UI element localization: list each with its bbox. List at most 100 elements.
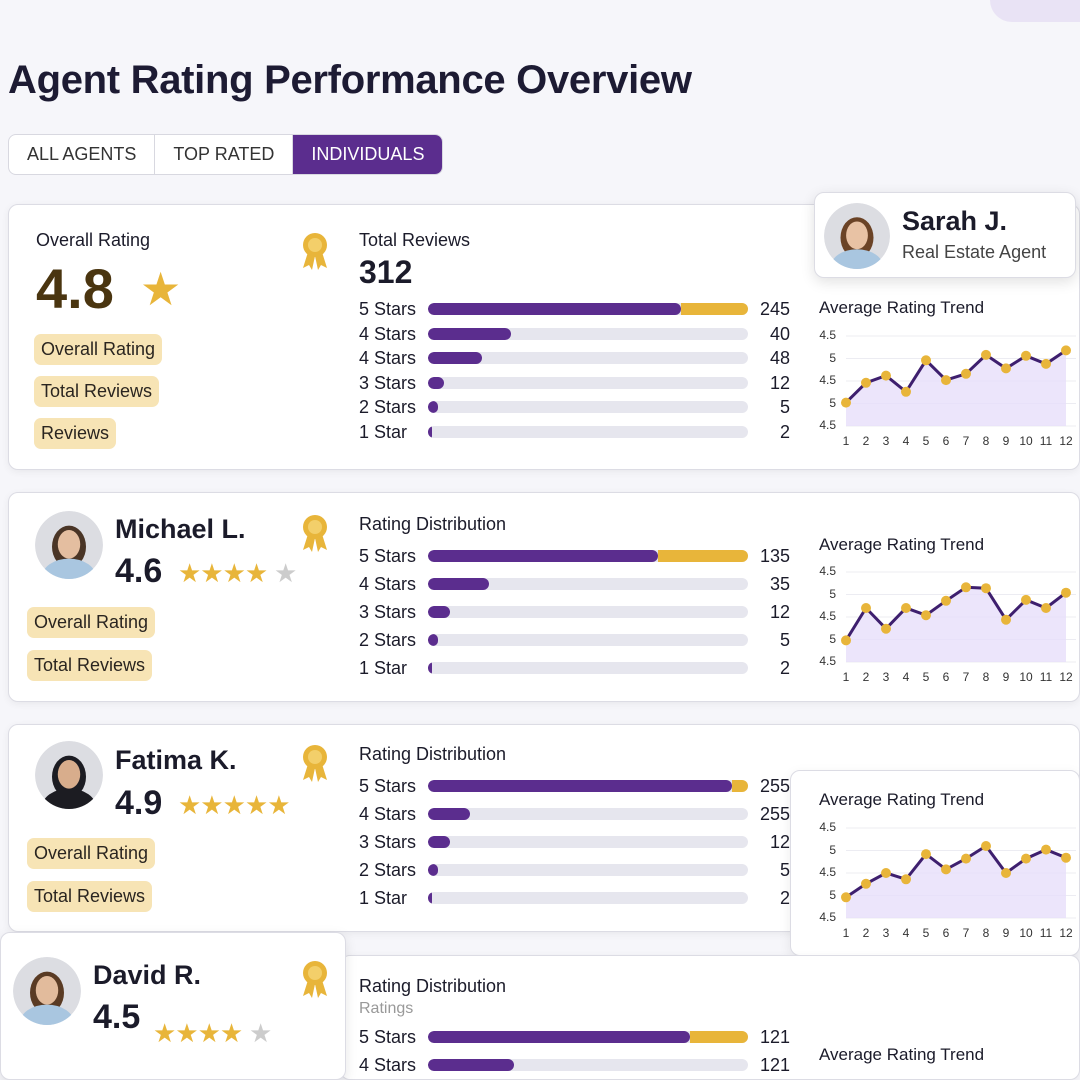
bar-fill [428,808,470,820]
trend-point [1021,594,1031,605]
tab-individuals[interactable]: INDIVIDUALS [293,135,443,174]
bar-fill-gold [658,550,748,562]
trend-point [981,841,991,851]
medal-inner [308,238,322,252]
tab-top-rated[interactable]: TOP RATED [155,135,294,174]
ribbon [303,980,327,998]
metric-chip[interactable]: Total Reviews [27,650,153,681]
rating-stars: ★★★★★ [178,790,291,820]
trend-point [921,849,931,860]
bar-count: 121 [759,1027,790,1047]
metric-chip[interactable]: Overall Rating [27,607,156,638]
x-tick-label: 4 [902,926,910,940]
distribution-title: Rating Distribution [359,514,507,534]
bar-count: 2 [779,421,790,442]
overall-rating-value: 4.8 [36,257,114,320]
bar-count: 12 [769,832,790,852]
total-reviews-value: 312 [359,254,413,290]
bar-label: 2 Stars [359,630,417,650]
agent-name: Michael L. [115,514,246,544]
bar-count: 255 [759,776,790,796]
x-tick-label: 6 [942,926,950,940]
bar-fill [428,352,483,364]
ribbon [303,252,327,270]
tab-bar: ALL AGENTS TOP RATED INDIVIDUALS [8,134,444,175]
y-tick-label: 4.5 [819,373,836,387]
bar-fill [428,401,438,413]
agent-name: David R. [93,960,202,990]
bar-fill-gold [732,780,748,792]
distribution-title: Rating Distribution [359,976,507,996]
y-tick-label: 5 [829,887,836,902]
star-icon: ★ [140,263,181,315]
trend-point [881,868,891,878]
x-tick-label: 7 [962,434,970,448]
metric-chip[interactable]: Total Reviews [34,376,160,407]
rating-bar [428,892,748,904]
rating-bar [428,1031,748,1043]
avatar-body [41,558,97,579]
metric-chip[interactable]: Overall Rating [27,838,156,869]
tab-all-agents[interactable]: ALL AGENTS [9,135,156,174]
bar-label: 3 Stars [359,372,417,393]
bar-count: 255 [759,804,790,824]
distribution-subtitle: Ratings [359,1000,414,1017]
rating-bar [428,352,748,364]
trend-title: Average Rating Trend [819,298,985,317]
x-tick-label: 4 [902,670,910,684]
y-tick-label: 5 [829,631,836,646]
rating-bar [428,376,748,389]
metric-chip[interactable]: Reviews [34,418,117,449]
bar-count: 5 [779,630,790,650]
trend-point [861,377,871,388]
avatar-face [35,976,59,1005]
avatar-body [41,788,97,809]
bar-count: 135 [759,546,790,566]
agent-rating: 4.6 [115,552,163,590]
trend-chart [841,335,1076,427]
award-ribbon-icon [303,961,327,998]
bar-fill [428,780,732,792]
trend-title: Average Rating Trend [819,535,985,554]
y-tick-label: 5 [829,350,836,365]
bar-count: 12 [769,372,790,393]
rating-stars: ★★★★ [153,1018,243,1048]
bar-label: 1 Star [359,421,408,442]
page-title: Agent Rating Performance Overview [8,58,692,102]
x-tick-label: 9 [1002,434,1010,448]
rating-bar [428,634,748,646]
overall-rating-header: Overall Rating [36,230,151,250]
trend-point [921,610,931,621]
bar-fill [428,864,438,876]
bar-label: 5 Stars [359,299,417,319]
trend-chart [841,827,1076,919]
x-tick-label: 1 [842,670,850,684]
rating-bar [428,662,748,674]
y-tick-label: 4.5 [819,820,836,834]
trend-point [901,386,911,397]
trend-point [901,874,911,885]
bar-fill [428,327,512,340]
trend-point [961,368,971,379]
x-tick-label: 8 [982,926,990,940]
trend-point [1041,358,1051,369]
rating-bar [428,303,748,315]
rating-bar [428,808,748,820]
trend-point [861,603,871,613]
bar-label: 4 Stars [359,804,417,824]
x-tick-label: 7 [962,926,970,940]
x-tick-label: 11 [1039,926,1053,940]
bar-label: 2 Stars [359,397,417,417]
popup-name: Sarah J. [902,206,1008,236]
avatar-face [57,530,81,559]
metric-chip[interactable]: Total Reviews [27,881,153,912]
metric-chip[interactable]: Overall Rating [34,334,163,365]
medal-inner [308,520,322,534]
trend-title: Average Rating Trend [819,1045,985,1064]
x-tick-label: 9 [1002,670,1010,684]
bar-fill [428,376,444,389]
x-tick-label: 5 [922,434,930,448]
bar-label: 1 Star [359,658,408,678]
bar-fill [428,662,432,674]
bar-count: 40 [769,323,790,344]
